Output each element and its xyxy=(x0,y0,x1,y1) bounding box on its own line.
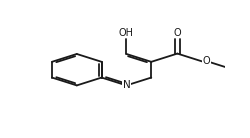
Text: O: O xyxy=(203,56,210,66)
Text: O: O xyxy=(174,28,181,38)
Text: OH: OH xyxy=(119,28,134,38)
Text: N: N xyxy=(122,80,130,90)
